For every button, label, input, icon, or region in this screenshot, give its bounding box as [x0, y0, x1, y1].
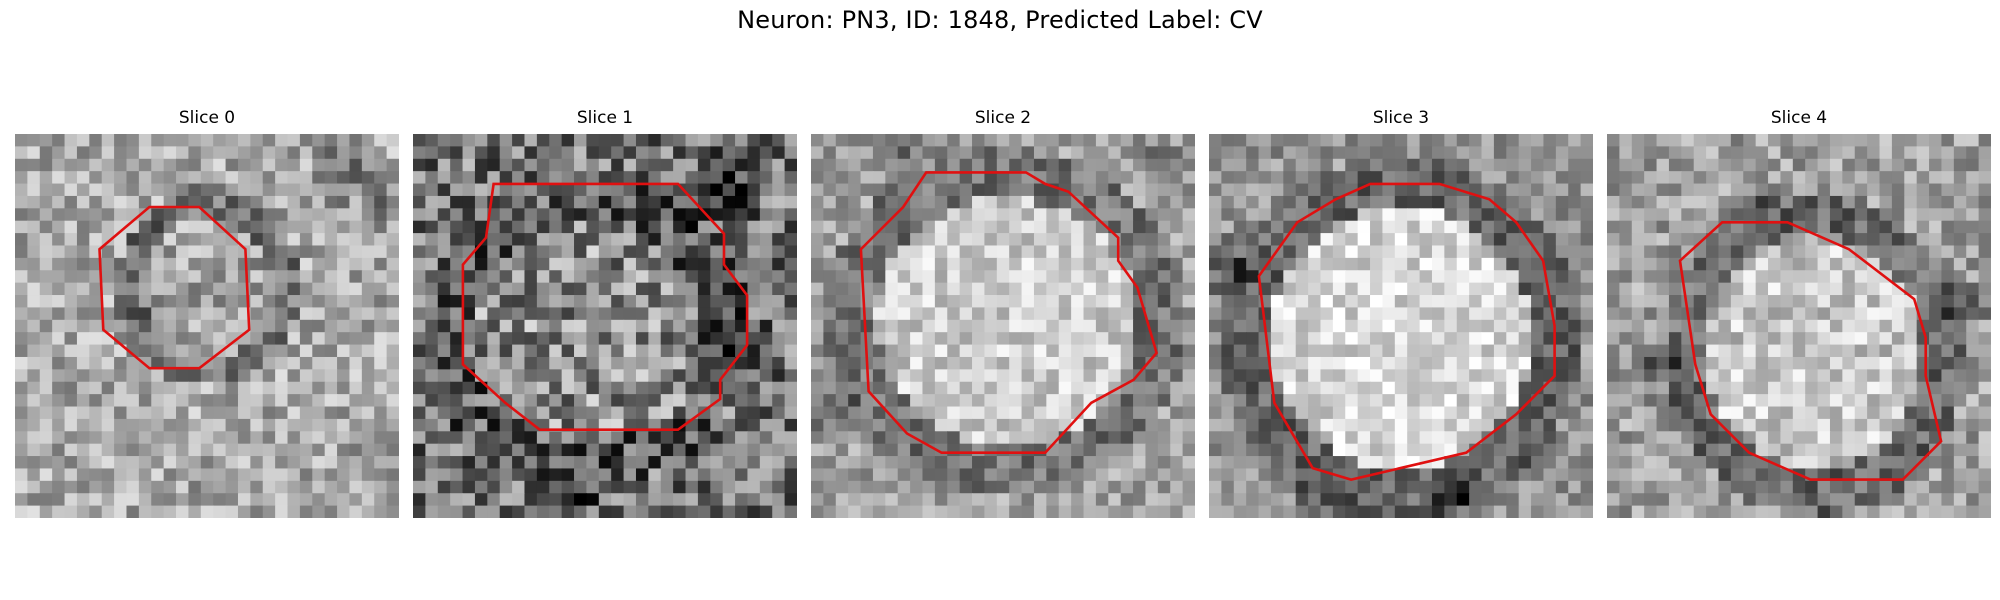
slice-image-4	[1607, 134, 1991, 518]
figure-title: Neuron: PN3, ID: 1848, Predicted Label: …	[737, 6, 1263, 34]
slice-image-2	[811, 134, 1195, 518]
segmentation-contour-4	[1678, 221, 1943, 481]
slice-title-4: Slice 4	[1770, 108, 1828, 128]
segmentation-contour-3	[1257, 182, 1556, 481]
segmentation-contour-2	[859, 171, 1159, 455]
slice-image-1	[413, 134, 797, 518]
segmentation-contour-0	[98, 205, 251, 370]
slice-title-0: Slice 0	[178, 108, 236, 128]
slice-image-3	[1209, 134, 1593, 518]
slice-title-2: Slice 2	[974, 108, 1032, 128]
slice-title-1: Slice 1	[576, 108, 634, 128]
segmentation-contour-1	[461, 182, 749, 432]
slice-title-3: Slice 3	[1372, 108, 1430, 128]
slice-image-0	[15, 134, 399, 518]
